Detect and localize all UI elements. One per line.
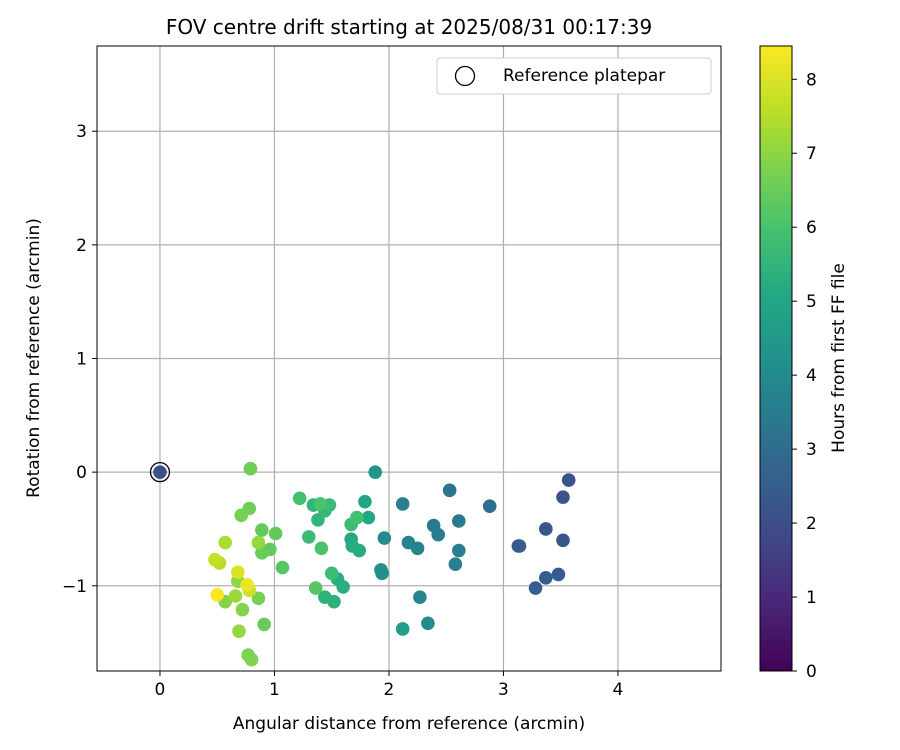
colorbar-tick-label: 4	[806, 366, 817, 386]
y-tick-label: 2	[76, 236, 87, 256]
colorbar-ticks: 0 1 2 3 4 5 6 7 8	[792, 70, 817, 682]
scatter-point	[241, 648, 255, 662]
x-tick-label: 3	[498, 680, 509, 700]
scatter-point	[528, 581, 543, 595]
scatter-point	[314, 541, 329, 556]
scatter-point	[257, 617, 271, 632]
scatter-point	[208, 552, 222, 567]
grid	[97, 46, 721, 671]
colorbar-tick-label: 8	[806, 70, 817, 90]
scatter-point	[255, 523, 269, 537]
scatter-point	[448, 557, 463, 571]
colorbar-tick-label: 0	[806, 662, 817, 682]
colorbar-label: Hours from first FF file	[829, 263, 849, 453]
scatter-point	[268, 526, 283, 541]
legend-marker-ring	[454, 65, 476, 87]
scatter-point	[539, 522, 553, 536]
x-axis-label: Angular distance from reference (arcmin)	[233, 714, 585, 734]
scatter-point	[324, 566, 339, 581]
scatter-point	[352, 543, 366, 558]
scatter-point	[240, 577, 254, 592]
scatter-point	[421, 616, 435, 631]
scatter-point	[251, 591, 266, 606]
scatter-point	[210, 588, 225, 602]
scatter-point	[350, 510, 364, 525]
scatter-point	[234, 508, 249, 523]
scatter-point	[218, 535, 233, 550]
y-axis-label: Rotation from reference (arcmin)	[24, 218, 44, 498]
scatter-point	[556, 490, 570, 504]
scatter-point	[368, 465, 383, 479]
scatter-point	[255, 546, 269, 560]
colorbar-tick-label: 5	[806, 292, 817, 312]
x-tick-label: 1	[269, 680, 280, 700]
scatter-point	[442, 483, 457, 498]
scatter-point	[358, 494, 372, 509]
colorbar-tick-label: 6	[806, 218, 817, 238]
colorbar-tick-label: 3	[806, 440, 817, 460]
scatter-point	[452, 543, 466, 558]
x-tick-label: 4	[613, 680, 624, 700]
scatter-point	[551, 567, 566, 582]
scatter-point	[308, 581, 323, 595]
y-tick-label: 1	[76, 350, 87, 370]
scatter-point	[511, 539, 526, 553]
scatter-point	[361, 510, 376, 525]
scatter-point	[243, 461, 258, 476]
scatter-point	[275, 560, 290, 575]
legend-box	[436, 57, 712, 95]
scatter-point	[556, 533, 570, 548]
x-axis-ticks: 0 1 2 3 4	[155, 671, 624, 700]
scatter-point	[235, 602, 250, 617]
scatter-point	[452, 514, 466, 528]
y-tick-label: 3	[76, 122, 87, 142]
scatter-point	[431, 527, 445, 542]
colorbar-gradient	[759, 45, 793, 672]
scatter-point	[251, 535, 266, 550]
colorbar: 0 1 2 3 4 5 6 7 8 Hours from first FF file	[759, 45, 849, 682]
colorbar-tick-label: 1	[806, 588, 817, 608]
scatter-point	[410, 541, 425, 556]
y-tick-label: 0	[76, 463, 87, 483]
scatter-point	[375, 566, 389, 581]
reference-ring	[149, 461, 171, 483]
scatter-point	[232, 624, 246, 639]
scatter-point	[313, 497, 328, 511]
chart-title: FOV centre drift starting at 2025/08/31 …	[166, 15, 652, 39]
colorbar-tick-label: 7	[806, 144, 817, 164]
y-axis-ticks: −1 0 1 2 3	[62, 122, 97, 597]
scatter-point	[302, 530, 316, 544]
scatter-point	[292, 491, 307, 506]
reference-point	[153, 465, 167, 479]
legend: Reference platepar	[436, 57, 712, 95]
legend-entry: Reference platepar	[503, 66, 665, 86]
scatter-point	[395, 622, 410, 636]
scatter-point	[482, 499, 497, 514]
scatter-point	[318, 590, 332, 604]
scatter-point	[413, 590, 427, 604]
x-tick-label: 2	[384, 680, 395, 700]
scatter-point	[377, 531, 392, 545]
colorbar-tick-label: 2	[806, 514, 817, 534]
data-points	[149, 461, 576, 667]
scatter-point	[561, 473, 576, 487]
scatter-point	[231, 565, 245, 579]
y-tick-label: −1	[62, 577, 87, 597]
scatter-point	[228, 589, 243, 603]
x-tick-label: 0	[155, 680, 166, 700]
scatter-point	[395, 497, 410, 511]
scatter-point	[539, 571, 553, 585]
